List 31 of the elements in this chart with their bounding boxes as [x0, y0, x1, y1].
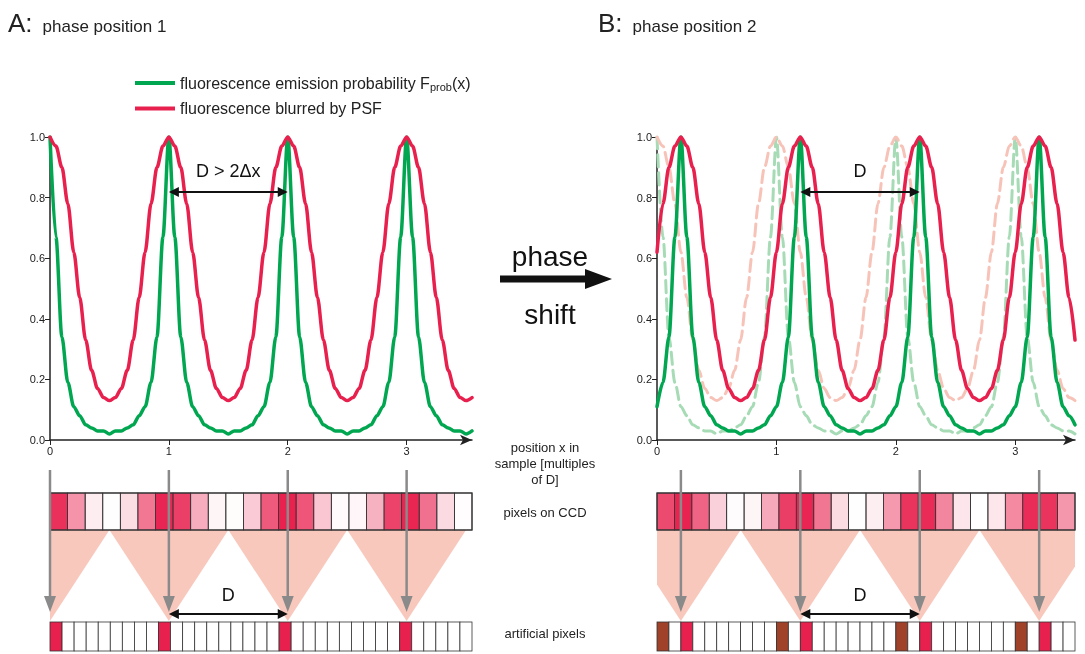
- text: phase shift: [510, 240, 590, 332]
- y-tick-label: 0.2: [636, 373, 652, 386]
- text: D: [852, 585, 868, 606]
- x-tick-label: 1: [773, 444, 780, 457]
- y-tick-label: 0.6: [29, 252, 45, 265]
- text: artificial pixels: [503, 626, 587, 642]
- text: position x in sample [multiples of D]: [493, 440, 597, 488]
- x-tick-label: 0: [653, 444, 661, 457]
- chart-title: A: phase position 1: [8, 8, 167, 38]
- x-tick-label: 3: [403, 444, 410, 457]
- x-tick-label: 2: [284, 444, 291, 457]
- annotation: D: [852, 161, 868, 182]
- y-tick-label: 1.0: [29, 131, 45, 143]
- x-tick-label: 2: [892, 444, 899, 457]
- y-tick-label: 0.2: [29, 373, 45, 386]
- y-tick-label: 0.6: [636, 252, 652, 265]
- text: pixels on CCD: [502, 505, 588, 521]
- annotation: D > 2Δx: [195, 161, 262, 182]
- y-tick-label: 0.0: [29, 434, 45, 446]
- text: D: [220, 585, 236, 606]
- x-tick-label: 3: [1012, 444, 1019, 457]
- y-tick-label: 1.0: [636, 131, 652, 143]
- y-tick-label: 0.4: [29, 312, 45, 325]
- y-tick-label: 0.8: [636, 191, 652, 204]
- y-tick-label: 0.0: [636, 434, 652, 446]
- x-tick-label: 0: [46, 444, 54, 457]
- legend-label: fluorescence blurred by PSF: [180, 100, 383, 117]
- chart-title: B: phase position 2: [598, 8, 757, 38]
- x-tick-label: 1: [165, 444, 172, 457]
- y-tick-label: 0.4: [636, 312, 652, 325]
- y-tick-label: 0.8: [29, 191, 45, 204]
